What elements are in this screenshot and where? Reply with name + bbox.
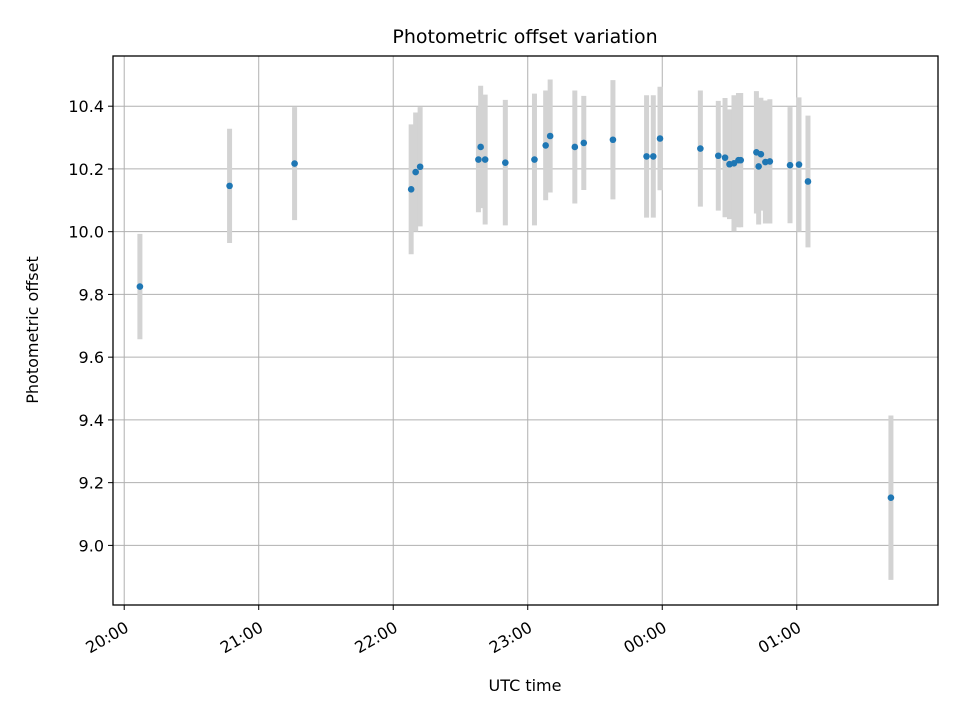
data-point [757, 150, 765, 158]
y-tick-label: 10.2 [68, 160, 104, 179]
y-tick-label: 9.6 [79, 348, 104, 367]
data-point [416, 163, 424, 171]
y-tick-label: 9.2 [79, 474, 104, 493]
y-tick-label: 9.0 [79, 536, 104, 555]
y-tick-label: 10.4 [68, 97, 104, 116]
data-point [502, 159, 509, 166]
y-tick-label: 9.4 [79, 411, 104, 430]
y-tick-label: 9.8 [79, 285, 104, 304]
data-point [697, 145, 704, 152]
data-point [721, 154, 729, 161]
data-point [786, 161, 794, 169]
data-point [766, 158, 774, 165]
data-point [291, 160, 298, 167]
data-point [412, 168, 419, 176]
data-point [887, 494, 895, 502]
data-point [226, 182, 233, 190]
data-point [407, 186, 415, 193]
data-point [477, 143, 484, 151]
data-point [714, 152, 722, 160]
data-point [531, 156, 538, 163]
data-point [481, 156, 489, 163]
data-point [755, 163, 762, 170]
data-point [580, 139, 588, 147]
data-point [804, 178, 812, 185]
data-point [643, 153, 650, 160]
data-points [136, 132, 895, 502]
chart-title: Photometric offset variation [392, 26, 657, 48]
data-point [475, 156, 482, 163]
y-axis-title: Photometric offset [23, 256, 42, 404]
x-axis-title: UTC time [489, 676, 562, 695]
grid-lines [113, 56, 938, 605]
data-point [795, 161, 803, 168]
data-point [649, 153, 657, 160]
data-point [656, 135, 664, 142]
data-point [609, 136, 617, 144]
data-point [546, 132, 554, 140]
plot-frame [112, 55, 939, 606]
data-point [542, 142, 549, 149]
data-point [136, 283, 144, 290]
y-tick-label: 10.0 [68, 223, 104, 242]
data-point [571, 143, 579, 151]
data-point [737, 156, 745, 164]
